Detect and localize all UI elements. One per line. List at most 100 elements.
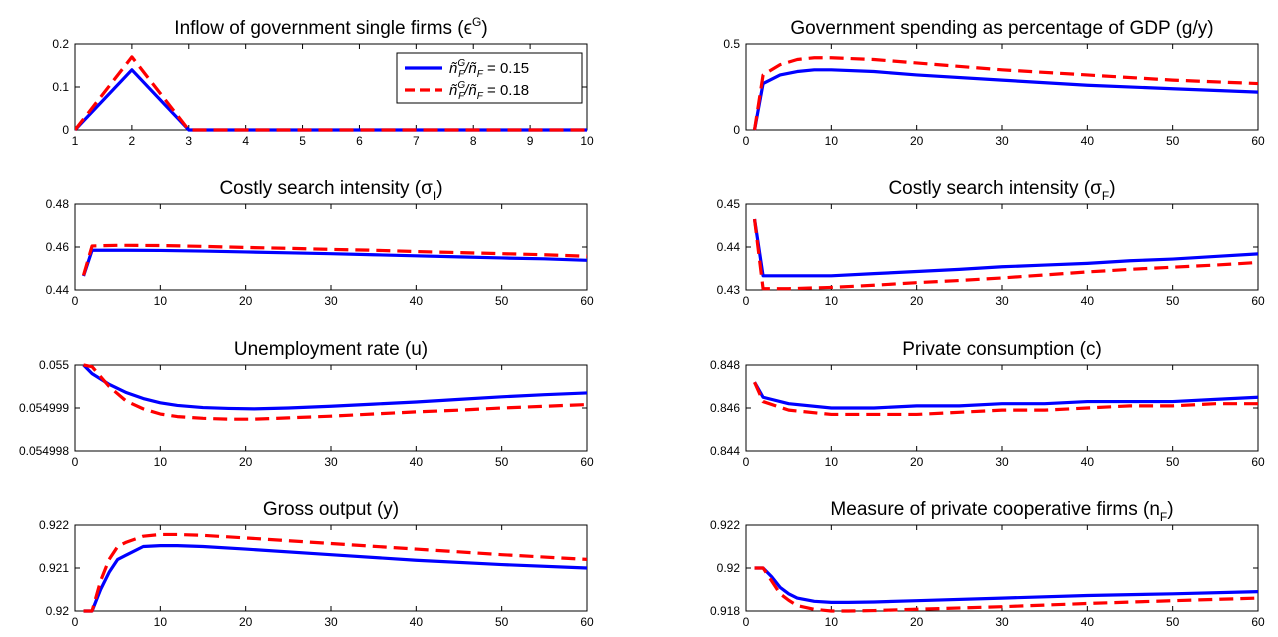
plot-area (745, 43, 1259, 131)
x-tick-label: 40 (1081, 294, 1095, 308)
x-tick-label: 10 (825, 455, 839, 469)
x-tick-label: 60 (580, 294, 594, 308)
x-tick-label: 10 (154, 294, 168, 308)
series-line-2 (754, 566, 1258, 613)
x-tick-label: 40 (410, 455, 424, 469)
plot-area (74, 364, 588, 452)
plot-area (74, 524, 588, 612)
y-tick-label: 0 (62, 123, 69, 137)
series-line-1 (753, 381, 1258, 410)
x-tick-label: 0 (743, 134, 750, 148)
panel-title-text: Inflow of government single firms (ϵ (174, 18, 472, 39)
y-tick-label: 0.054999 (19, 401, 69, 415)
x-tick-label: 30 (995, 134, 1009, 148)
x-tick-label: 6 (356, 134, 363, 148)
x-tick-label: 50 (1166, 134, 1180, 148)
x-tick-label: 30 (324, 294, 338, 308)
y-tick-label: 0.918 (710, 604, 740, 618)
series-line-2 (81, 243, 587, 276)
panel-title: Inflow of government single firms (ϵG) (174, 15, 487, 39)
x-tick-label: 50 (1166, 294, 1180, 308)
x-tick-label: 40 (410, 615, 424, 629)
x-tick-label: 50 (1166, 455, 1180, 469)
x-tick-label: 0 (72, 294, 79, 308)
y-tick-label: 0.922 (710, 518, 740, 532)
x-tick-label: 20 (910, 134, 924, 148)
panel-title: Measure of private cooperative firms (nF… (830, 499, 1173, 524)
x-tick-label: 40 (1081, 455, 1095, 469)
x-tick-label: 3 (185, 134, 192, 148)
series-line-1 (752, 68, 1258, 131)
y-tick-label: 0.92 (717, 561, 741, 575)
x-tick-label: 9 (527, 134, 534, 148)
legend-box (396, 52, 583, 104)
x-tick-label: 40 (1081, 615, 1095, 629)
x-tick-label: 60 (1251, 455, 1265, 469)
x-tick-label: 10 (825, 134, 839, 148)
x-tick-label: 50 (495, 615, 509, 629)
panel-title-sup: G (472, 15, 481, 29)
y-tick-label: 0.846 (710, 401, 740, 415)
y-tick-label: 0.44 (717, 240, 741, 254)
panel-title-end: ) (481, 18, 487, 39)
y-tick-label: 0 (733, 123, 740, 137)
series-line-2 (75, 55, 587, 132)
panel-1: Inflow of government single firms (ϵG) 1 2… (52, 15, 594, 148)
x-tick-label: 20 (239, 455, 253, 469)
y-tick-label: 0.922 (39, 518, 69, 532)
x-tick-label: 60 (1251, 615, 1265, 629)
x-tick-label: 30 (324, 615, 338, 629)
x-tick-label: 0 (72, 455, 79, 469)
y-tick-label: 0.055 (39, 358, 69, 372)
y-tick-label: 0.46 (46, 240, 70, 254)
panel-title-end: ) (436, 178, 442, 199)
panel-title-text: Gross output (y) (263, 499, 399, 520)
panel-2: Government spending as percentage of GDP… (723, 18, 1265, 148)
y-tick-label: 0.43 (717, 283, 741, 297)
panel-title-sub: I (433, 189, 436, 203)
x-tick-label: 20 (910, 615, 924, 629)
series-line-1 (82, 248, 587, 277)
x-tick-label: 0 (743, 455, 750, 469)
panel-title-sub: F (1160, 510, 1167, 524)
x-tick-label: 10 (580, 134, 594, 148)
panel-title-text: Measure of private cooperative firms (n (830, 499, 1159, 520)
panel-5: Unemployment rate (u) 0 10 20 30 40 50 60 0.0549… (19, 339, 594, 469)
x-tick-label: 20 (910, 294, 924, 308)
panel-title: Government spending as percentage of GDP… (790, 18, 1213, 39)
x-tick-label: 0 (72, 615, 79, 629)
panel-title-text: Costly search intensity (σ (888, 178, 1102, 199)
panel-title: Costly search intensity (σI) (219, 178, 442, 203)
y-tick-label: 0.1 (52, 80, 69, 94)
x-tick-label: 5 (299, 134, 306, 148)
panel-title-text: Private consumption (c) (902, 339, 1102, 360)
panel-6: Private consumption (c) 0 10 20 30 40 50 60 0.84… (710, 339, 1265, 469)
series-line-2 (83, 363, 587, 421)
y-tick-label: 0.848 (710, 358, 740, 372)
series-line-2 (752, 218, 1258, 291)
x-tick-label: 40 (410, 294, 424, 308)
panel-4: Costly search intensity (σF) 0 10 20 30 40 50 6… (717, 178, 1265, 308)
x-tick-label: 1 (72, 134, 79, 148)
series-line-2 (83, 532, 587, 613)
series-line-1 (754, 566, 1258, 604)
x-tick-label: 30 (995, 615, 1009, 629)
x-tick-label: 20 (239, 294, 253, 308)
y-tick-label: 0.44 (46, 283, 70, 297)
panel-title-text: Government spending as percentage of GDP… (790, 18, 1213, 39)
y-tick-label: 0.921 (39, 561, 69, 575)
x-tick-label: 20 (910, 455, 924, 469)
x-tick-label: 30 (995, 455, 1009, 469)
x-tick-label: 60 (580, 455, 594, 469)
x-tick-label: 2 (129, 134, 136, 148)
panel-title: Private consumption (c) (902, 339, 1102, 360)
y-tick-label: 0.2 (52, 37, 69, 51)
x-tick-label: 8 (470, 134, 477, 148)
x-tick-label: 50 (495, 294, 509, 308)
x-tick-label: 10 (154, 455, 168, 469)
x-tick-label: 10 (154, 615, 168, 629)
x-tick-label: 7 (413, 134, 420, 148)
panel-title-text: Unemployment rate (u) (234, 339, 428, 360)
